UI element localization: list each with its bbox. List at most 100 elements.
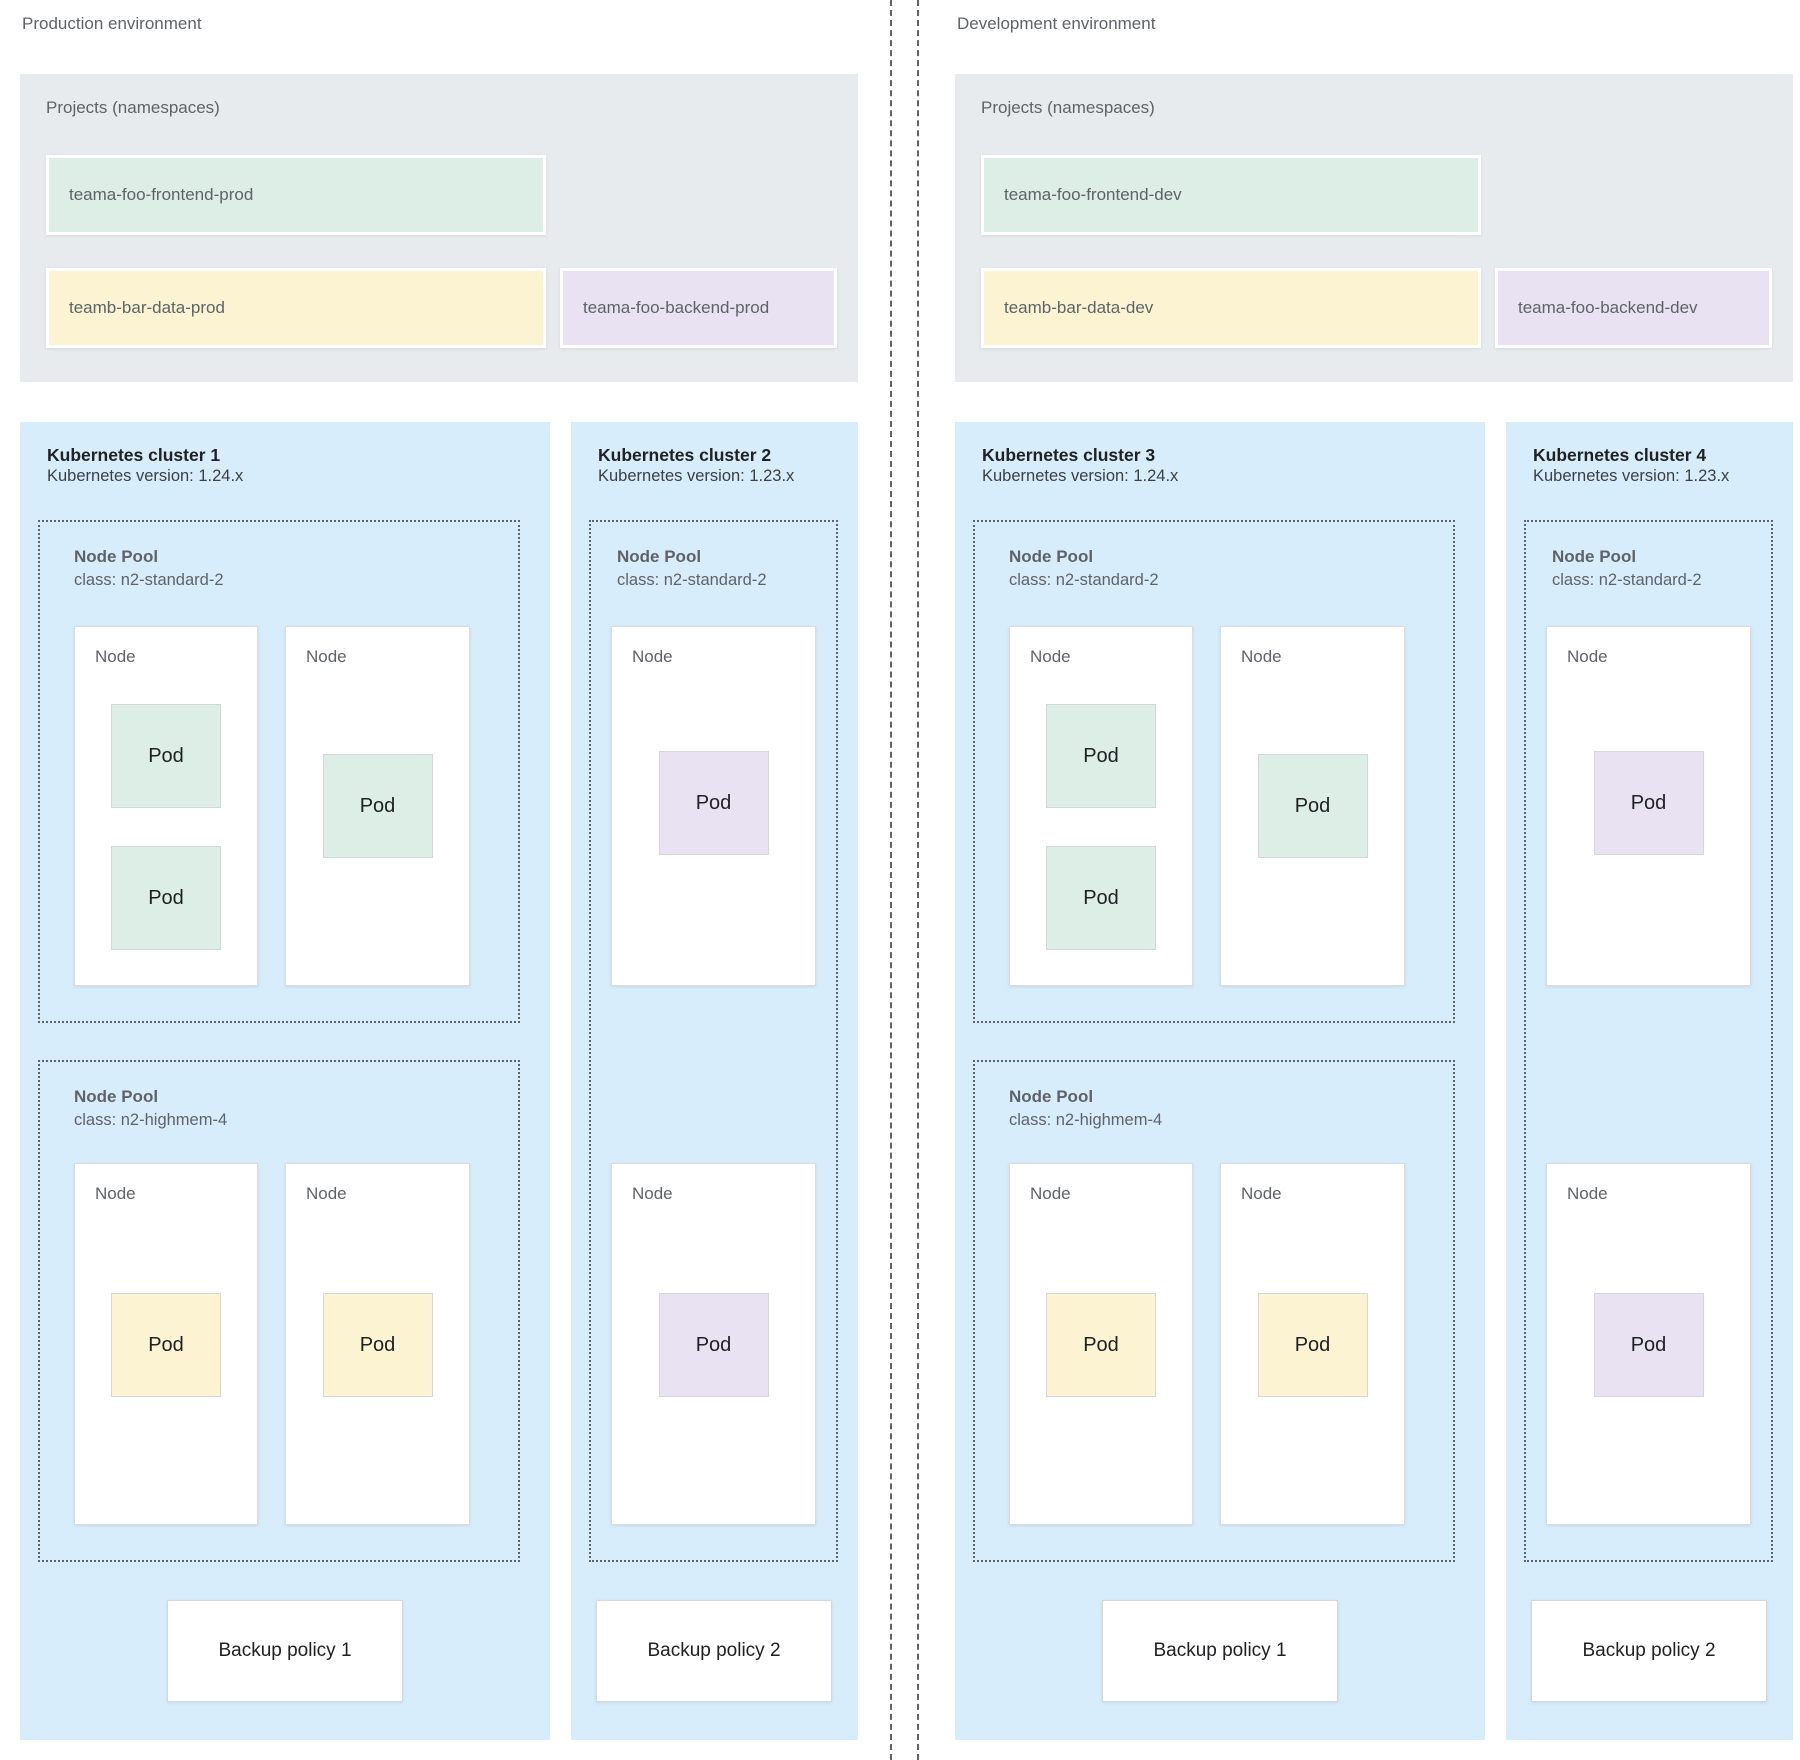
node-pool-class: class: n2-highmem-4 [1009,1111,1163,1129]
node-label: Node [1030,647,1071,666]
environment-label: Development environment [957,14,1156,33]
backup-policy-box: Backup policy 2 [596,1600,832,1702]
namespace-label: teama-foo-frontend-prod [69,185,254,204]
node-pool-label: Node Pool [74,547,159,566]
node-label: Node [1567,1184,1608,1203]
cluster-version: Kubernetes version: 1.24.x [982,467,1179,485]
node-label: Node [632,1184,673,1203]
namespace-label: teama-foo-frontend-dev [1004,185,1182,204]
pod: Pod [1046,1293,1156,1397]
projects-title: Projects (namespaces) [46,98,220,117]
kubernetes-cluster-2-box: Kubernetes cluster 2 Kubernetes version:… [571,422,858,1740]
node-pool-class: class: n2-highmem-4 [74,1111,228,1129]
namespace-box-frontend-prod: teama-foo-frontend-prod [46,155,546,235]
node-box: Node Pod [1546,626,1751,986]
namespace-label: teama-foo-backend-dev [1518,298,1698,317]
development-environment-section: Development environment Projects (namesp… [955,0,1793,1760]
node-pool-class: class: n2-standard-2 [617,571,767,589]
node-pool-header: Node Pool class: n2-standard-2 [1552,546,1702,591]
namespace-box-data-prod: teamb-bar-data-prod [46,268,546,348]
node-box: Node Pod [74,1163,258,1525]
pod: Pod [1257,754,1368,858]
node-label: Node [632,647,673,666]
environment-label: Production environment [22,14,202,33]
pod: Pod [322,754,433,858]
node-pool-class: class: n2-standard-2 [1552,571,1702,589]
pod: Pod [322,1293,433,1397]
node-box: Node Pod [285,1163,470,1525]
backup-policy-box: Backup policy 2 [1531,1600,1767,1702]
node-pool-header: Node Pool class: n2-standard-2 [1009,546,1159,591]
node-label: Node [1567,647,1608,666]
cluster-header: Kubernetes cluster 3 Kubernetes version:… [982,444,1178,487]
namespace-box-data-dev: teamb-bar-data-dev [981,268,1481,348]
node-label: Node [1030,1184,1071,1203]
node-pool-label: Node Pool [1009,1087,1094,1106]
environment-divider-line [917,0,919,1760]
node-box: Node Pod [1009,1163,1193,1525]
node-pool-label: Node Pool [1552,547,1637,566]
pod: Pod [111,846,221,950]
namespace-label: teamb-bar-data-dev [1004,298,1154,317]
pod: Pod [1593,751,1704,855]
cluster-header: Kubernetes cluster 4 Kubernetes version:… [1533,444,1729,487]
node-label: Node [95,1184,136,1203]
node-label: Node [1241,1184,1282,1203]
namespace-box-backend-prod: teama-foo-backend-prod [560,268,837,348]
cluster-header: Kubernetes cluster 2 Kubernetes version:… [598,444,794,487]
cluster-title: Kubernetes cluster 1 [47,445,221,465]
node-pool-header: Node Pool class: n2-highmem-4 [74,1086,227,1131]
projects-namespaces-box: Projects (namespaces) teama-foo-frontend… [955,74,1793,382]
namespace-label: teamb-bar-data-prod [69,298,225,317]
node-label: Node [95,647,136,666]
pod: Pod [1046,704,1156,808]
node-box: Node Pod Pod [1009,626,1193,986]
production-environment-section: Production environment Projects (namespa… [20,0,858,1760]
node-box: Node Pod [611,1163,816,1525]
cluster-version: Kubernetes version: 1.24.x [47,467,244,485]
node-box: Node Pod [285,626,470,986]
cluster-title: Kubernetes cluster 4 [1533,445,1707,465]
node-box: Node Pod [1546,1163,1751,1525]
node-pool-highmem-box: Node Pool class: n2-highmem-4 Node Pod N… [38,1060,520,1562]
node-pool-header: Node Pool class: n2-standard-2 [617,546,767,591]
node-box: Node Pod [1220,626,1405,986]
environment-divider-line [890,0,892,1760]
node-pool-class: class: n2-standard-2 [1009,571,1159,589]
node-pool-class: class: n2-standard-2 [74,571,224,589]
cluster-header: Kubernetes cluster 1 Kubernetes version:… [47,444,243,487]
projects-title: Projects (namespaces) [981,98,1155,117]
pod: Pod [658,1293,769,1397]
pod: Pod [111,704,221,808]
node-pool-label: Node Pool [74,1087,159,1106]
pod: Pod [658,751,769,855]
projects-namespaces-box: Projects (namespaces) teama-foo-frontend… [20,74,858,382]
node-box: Node Pod [1220,1163,1405,1525]
node-box: Node Pod [611,626,816,986]
cluster-version: Kubernetes version: 1.23.x [1533,467,1730,485]
cluster-title: Kubernetes cluster 3 [982,445,1156,465]
node-box: Node Pod Pod [74,626,258,986]
node-label: Node [1241,647,1282,666]
pod: Pod [1046,846,1156,950]
node-pool-label: Node Pool [1009,547,1094,566]
namespace-label: teama-foo-backend-prod [583,298,770,317]
kubernetes-cluster-1-box: Kubernetes cluster 1 Kubernetes version:… [20,422,550,1740]
node-pool-standard-box: Node Pool class: n2-standard-2 Node Pod … [38,520,520,1023]
node-pool-header: Node Pool class: n2-highmem-4 [1009,1086,1162,1131]
kubernetes-cluster-3-box: Kubernetes cluster 3 Kubernetes version:… [955,422,1485,1740]
node-pool-standard-box: Node Pool class: n2-standard-2 Node Pod … [589,520,838,1562]
cluster-title: Kubernetes cluster 2 [598,445,772,465]
node-pool-standard-box: Node Pool class: n2-standard-2 Node Pod … [973,520,1455,1023]
pod: Pod [1593,1293,1704,1397]
node-pool-highmem-box: Node Pool class: n2-highmem-4 Node Pod N… [973,1060,1455,1562]
backup-policy-box: Backup policy 1 [1102,1600,1338,1702]
node-label: Node [306,1184,347,1203]
pod: Pod [1257,1293,1368,1397]
node-pool-header: Node Pool class: n2-standard-2 [74,546,224,591]
kubernetes-cluster-4-box: Kubernetes cluster 4 Kubernetes version:… [1506,422,1793,1740]
node-pool-label: Node Pool [617,547,702,566]
pod: Pod [111,1293,221,1397]
backup-policy-box: Backup policy 1 [167,1600,403,1702]
namespace-box-backend-dev: teama-foo-backend-dev [1495,268,1772,348]
